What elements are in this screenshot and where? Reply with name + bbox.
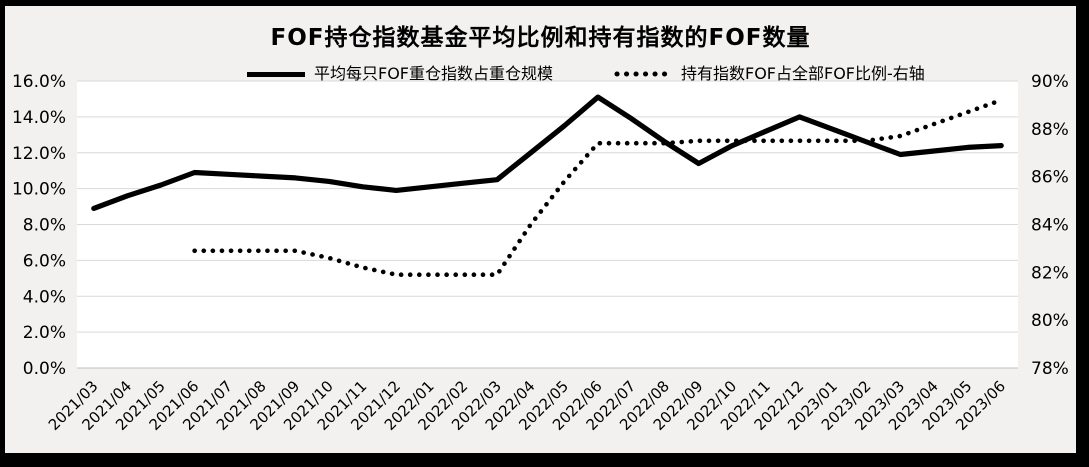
left-axis-tick: 2.0% (23, 323, 66, 343)
x-axis-labels: 2021/032021/042021/052021/062021/072021/… (45, 377, 1009, 434)
right-axis-tick: 88% (1031, 120, 1069, 140)
right-axis-tick: 90% (1031, 72, 1069, 92)
dotted-line-sample-icon (614, 71, 671, 77)
left-axis-tick: 16.0% (12, 72, 66, 92)
chart-title: FOF持仓指数基金平均比例和持有指数的FOF数量 (270, 25, 811, 51)
left-axis-labels: 16.0% 14.0% 12.0% 10.0% 8.0% 6.0% 4.0% 2.0% 0.0% (12, 72, 66, 379)
series-solid-line (91, 94, 1004, 211)
solid-line-sample-icon (247, 71, 305, 77)
legend-label-dotted: 持有指数FOF占全部FOF比例-右轴 (681, 64, 925, 83)
gridlines (77, 80, 1018, 369)
right-axis-tick: 82% (1031, 263, 1069, 283)
right-axis-tick: 86% (1031, 168, 1069, 188)
right-axis-tick: 80% (1031, 311, 1069, 331)
left-axis-tick: 4.0% (23, 287, 66, 307)
legend-item-dotted: 持有指数FOF占全部FOF比例-右轴 (612, 64, 925, 84)
right-axis-tick: 78% (1031, 359, 1069, 379)
left-axis-tick: 14.0% (12, 108, 66, 128)
legend-item-solid: 平均每只FOF重仓指数占重仓规模 (247, 64, 553, 84)
right-axis-labels: 90% 88% 86% 84% 82% 80% 78% (1031, 72, 1069, 379)
chart-plot: 16.0% 14.0% 12.0% 10.0% 8.0% 6.0% 4.0% 2.0% 0.0%… (12, 72, 1069, 434)
left-axis-tick: 10.0% (12, 180, 66, 200)
series-dotted-line (192, 97, 1004, 277)
right-axis-tick: 84% (1031, 216, 1069, 236)
left-axis-tick: 12.0% (12, 144, 66, 164)
left-axis-tick: 6.0% (23, 251, 66, 271)
legend-label-solid: 平均每只FOF重仓指数占重仓规模 (314, 64, 554, 83)
series-lines (91, 94, 1004, 277)
left-axis-tick: 0.0% (23, 359, 66, 379)
left-axis-tick: 8.0% (23, 216, 66, 236)
